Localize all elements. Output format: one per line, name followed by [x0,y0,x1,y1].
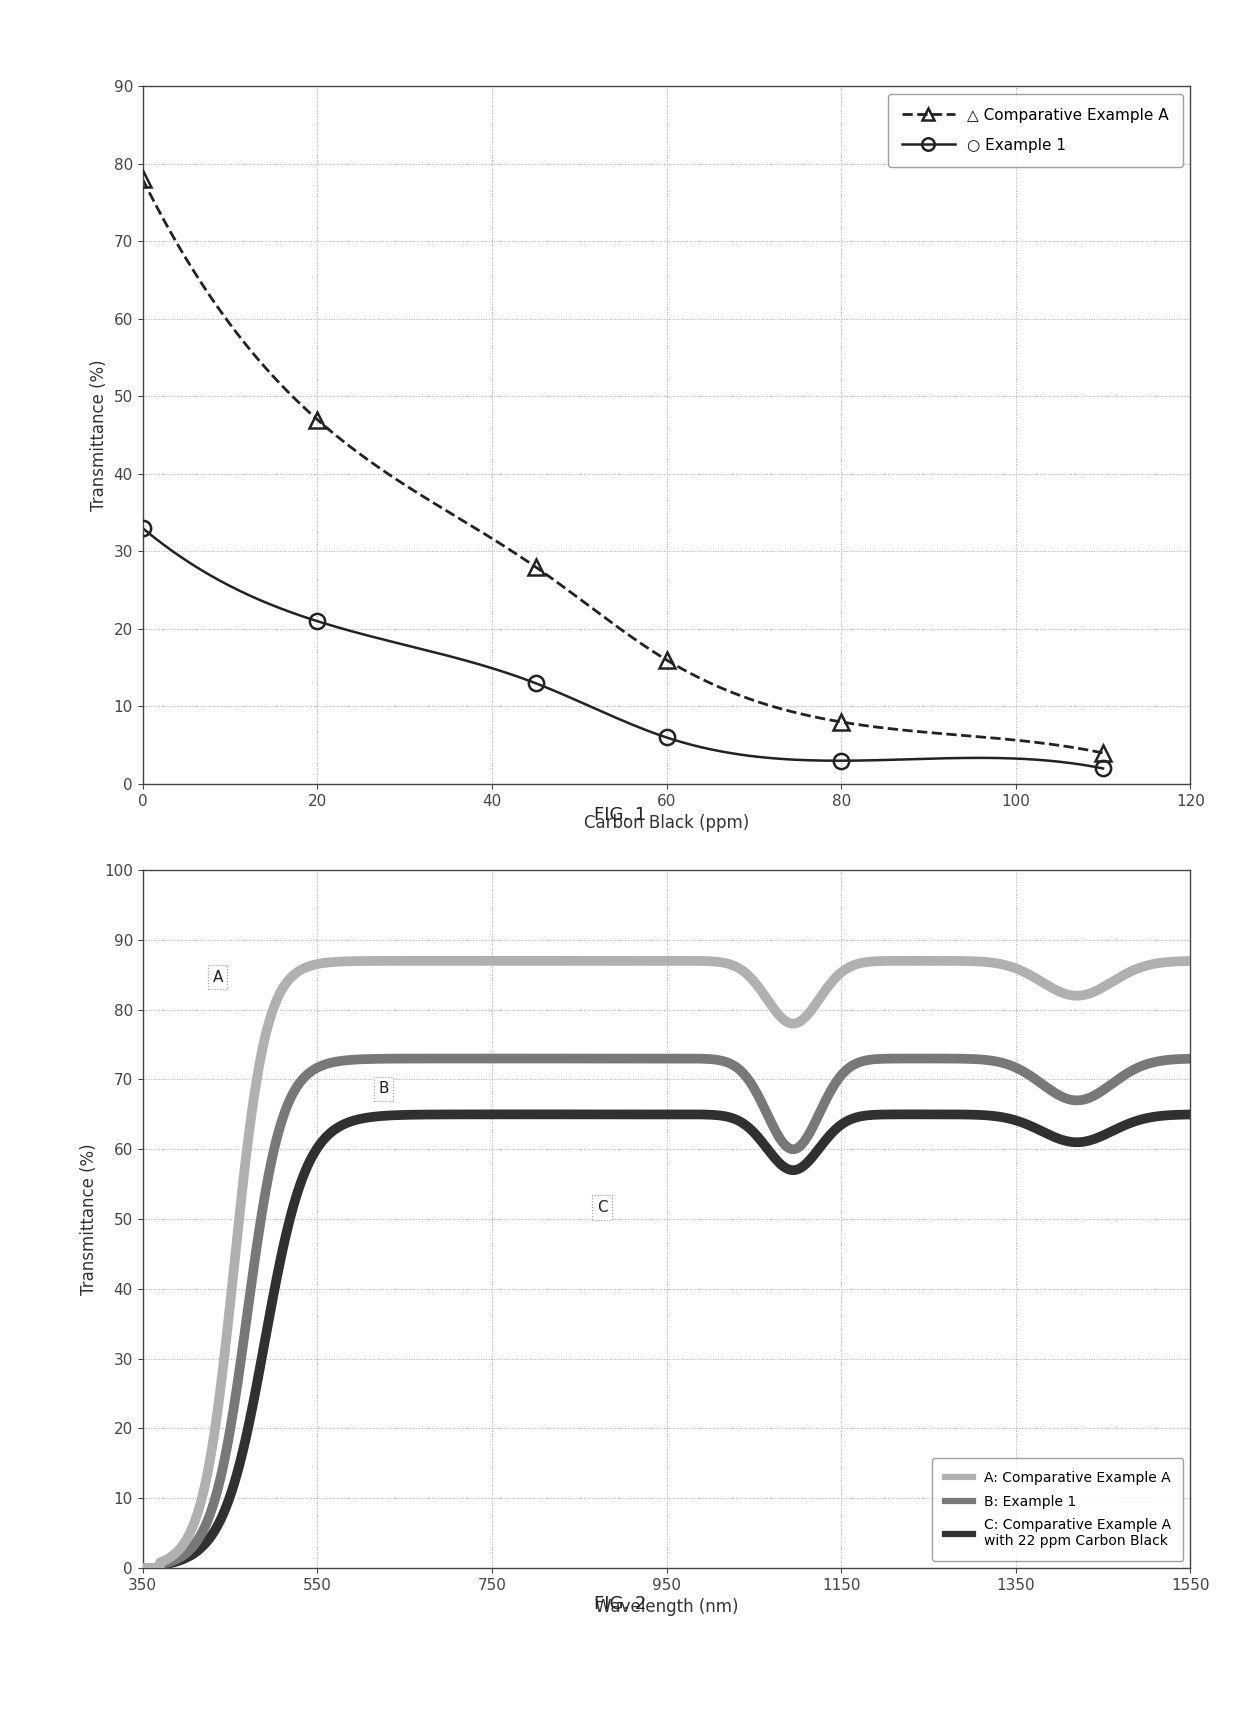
Text: FIG. 1: FIG. 1 [594,806,646,824]
Y-axis label: Transmittance (%): Transmittance (%) [81,1142,98,1296]
Text: A: A [212,970,223,986]
Text: FIG. 2: FIG. 2 [594,1595,646,1613]
X-axis label: Wavelength (nm): Wavelength (nm) [595,1599,738,1616]
Text: C: C [596,1199,608,1215]
Text: B: B [378,1082,389,1096]
Legend: A: Comparative Example A, B: Example 1, C: Comparative Example A
with 22 ppm Car: A: Comparative Example A, B: Example 1, … [932,1458,1183,1561]
Y-axis label: Transmittance (%): Transmittance (%) [91,358,108,512]
Legend: △ Comparative Example A, ○ Example 1: △ Comparative Example A, ○ Example 1 [888,93,1183,167]
X-axis label: Carbon Black (ppm): Carbon Black (ppm) [584,815,749,832]
